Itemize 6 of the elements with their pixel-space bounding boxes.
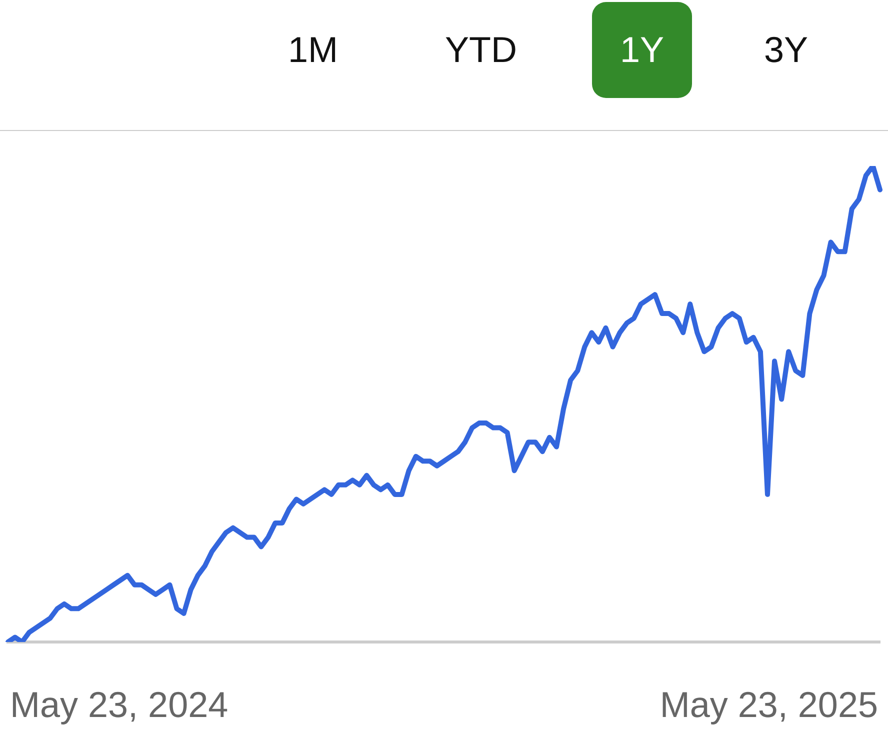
- text: 1Y: [592, 2, 692, 98]
- text: 1M: [286, 28, 339, 72]
- text: 3Y: [762, 28, 810, 72]
- text: May 23, 2024: [10, 684, 228, 726]
- text: YTD: [444, 28, 518, 72]
- text: May 23, 2025: [660, 684, 878, 726]
